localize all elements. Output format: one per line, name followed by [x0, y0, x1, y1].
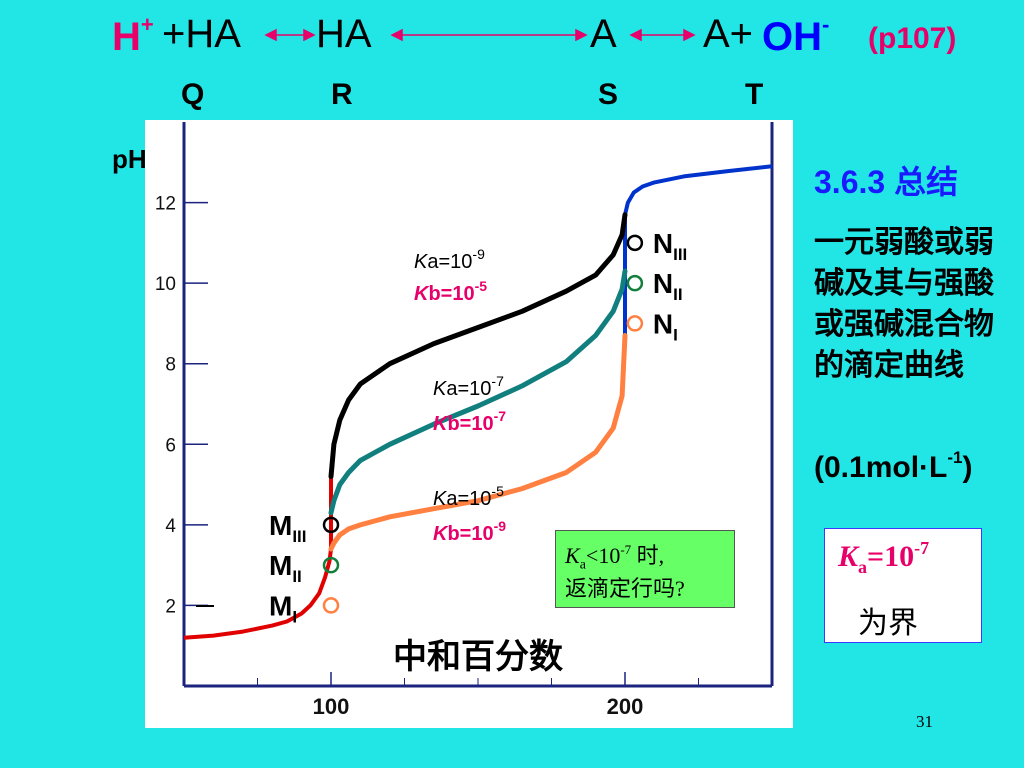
question-line-2: 返滴定行吗?: [565, 576, 685, 601]
m-point-marker-I: [322, 597, 340, 614]
ka-threshold-label: 为界: [858, 607, 918, 640]
plus-ha-term: +HA: [162, 12, 241, 56]
y-tick-label-12: 12: [155, 194, 176, 215]
curve-ka-label-0: Ka=10-9: [414, 246, 485, 273]
m-point-label-III: MIII: [269, 510, 307, 546]
double-arrow-1-icon: [264, 28, 316, 42]
titration-curve-2: [328, 333, 628, 552]
m-point-label-II: MII: [269, 550, 302, 586]
n-point-marker-II: [626, 274, 644, 292]
titration-curve-0: [328, 212, 628, 479]
curve-ka-label-2: Ka=10-5: [433, 483, 504, 510]
chart-panel: [145, 120, 793, 728]
equilibrium-arrows: [264, 28, 696, 42]
n-point-marker-III: [626, 234, 644, 252]
page-reference: (p107): [868, 22, 957, 55]
titration-curve-1: [328, 268, 628, 516]
y-tick-label-2: 2: [165, 596, 176, 617]
oh-minus-ion: OH-: [762, 12, 830, 59]
n-point-marker-I: [626, 315, 644, 332]
curve-segment-3: [623, 164, 773, 216]
m-point-marker-II: [322, 556, 340, 574]
question-line-1: Ka<10-7 时,: [565, 542, 665, 573]
y-tick-label-8: 8: [165, 355, 176, 376]
x-tick-label-100: 100: [313, 694, 350, 719]
page-number: 31: [916, 712, 933, 731]
n-point-label-II: NII: [653, 268, 683, 304]
section-summary: 一元弱酸或弱碱及其与强酸或强碱混合物的滴定曲线: [814, 226, 994, 382]
a-plus-term: A+: [703, 12, 754, 56]
ka-threshold-box: [824, 528, 982, 643]
x-axis-label: 中和百分数: [393, 638, 563, 676]
curve-kb-label-1: Kb=10-7: [433, 408, 506, 435]
section-title: 3.6.3 总结: [814, 164, 959, 200]
ka-threshold-value: Ka=10-7: [838, 538, 930, 577]
n-point-label-I: NI: [653, 308, 678, 344]
y-tick-label-4: 4: [165, 516, 176, 537]
m-point-label-I: MI: [269, 590, 297, 626]
y-tick-label-6: 6: [165, 435, 176, 456]
curve-ka-label-1: Ka=10-7: [433, 373, 504, 400]
h-plus-ion: H+: [112, 12, 154, 59]
concentration-note: (0.1mol·L-1): [814, 448, 973, 484]
point-label-t: T: [745, 78, 764, 111]
x-tick-label-200: 200: [607, 694, 644, 719]
ha-term: HA: [316, 12, 372, 56]
m-point-marker-III: [322, 516, 340, 534]
point-label-r: R: [331, 78, 353, 111]
curve-kb-label-2: Kb=10-9: [433, 518, 506, 545]
question-box: [555, 530, 735, 608]
y-axis-label: pH: [112, 144, 147, 174]
y-tick-label-10: 10: [155, 274, 176, 295]
point-label-s: S: [598, 78, 619, 111]
double-arrow-2-icon: [390, 28, 588, 42]
a-term: A: [590, 12, 617, 56]
n-point-label-III: NIII: [653, 228, 687, 264]
curve-kb-label-0: Kb=10-5: [414, 278, 487, 305]
double-arrow-3-icon: [629, 28, 696, 42]
curve-segment-0: [183, 548, 333, 640]
point-label-q: Q: [181, 78, 205, 111]
